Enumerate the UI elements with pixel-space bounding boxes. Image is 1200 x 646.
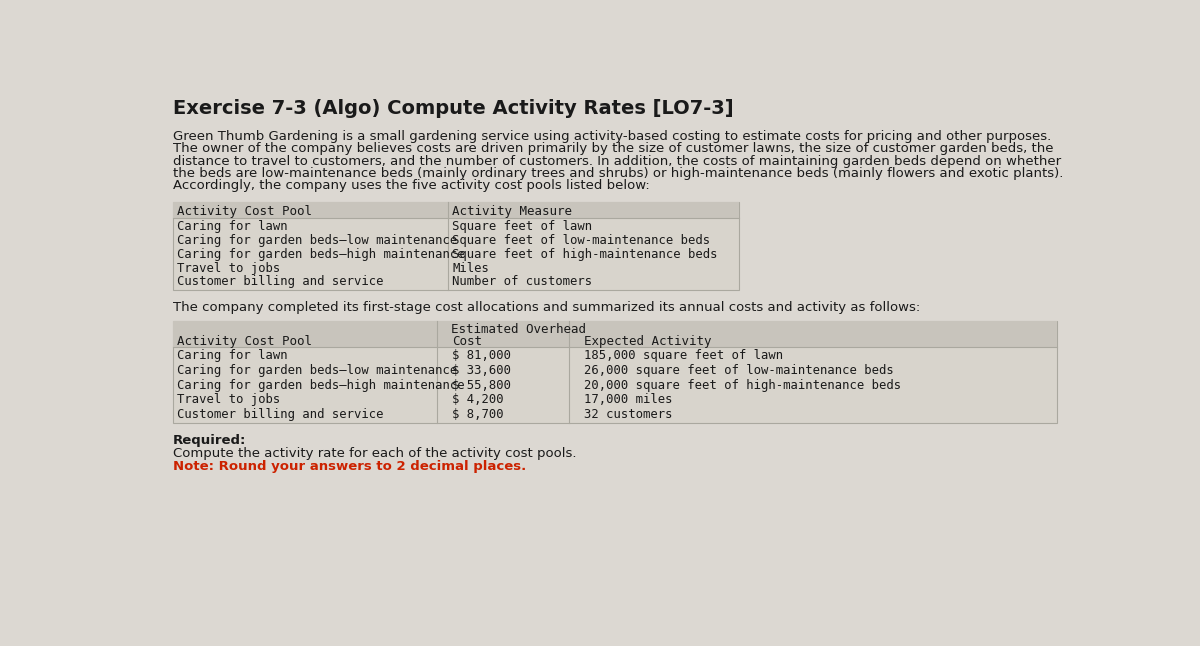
Text: Activity Cost Pool: Activity Cost Pool — [178, 335, 312, 348]
Bar — [173, 321, 1057, 423]
Text: Miles: Miles — [452, 262, 490, 275]
Text: Accordingly, the company uses the five activity cost pools listed below:: Accordingly, the company uses the five a… — [173, 179, 650, 192]
Text: Estimated Overhead: Estimated Overhead — [451, 323, 586, 336]
Text: Customer billing and service: Customer billing and service — [178, 275, 384, 288]
Text: $ 4,200: $ 4,200 — [452, 393, 504, 406]
Text: Caring for garden beds–low maintenance: Caring for garden beds–low maintenance — [178, 234, 457, 247]
Bar — [173, 202, 739, 290]
Text: Caring for lawn: Caring for lawn — [178, 220, 288, 233]
Text: 20,000 square feet of high-maintenance beds: 20,000 square feet of high-maintenance b… — [584, 379, 901, 391]
Text: Exercise 7-3 (Algo) Compute Activity Rates [LO7-3]: Exercise 7-3 (Algo) Compute Activity Rat… — [173, 99, 734, 118]
Text: 26,000 square feet of low-maintenance beds: 26,000 square feet of low-maintenance be… — [584, 364, 894, 377]
Text: Compute the activity rate for each of the activity cost pools.: Compute the activity rate for each of th… — [173, 447, 577, 460]
Text: The owner of the company believes costs are driven primarily by the size of cust: The owner of the company believes costs … — [173, 142, 1054, 155]
Text: 32 customers: 32 customers — [584, 408, 672, 421]
Text: 17,000 miles: 17,000 miles — [584, 393, 672, 406]
Text: 185,000 square feet of lawn: 185,000 square feet of lawn — [584, 349, 784, 362]
Text: $ 33,600: $ 33,600 — [452, 364, 511, 377]
Text: Activity Measure: Activity Measure — [452, 205, 572, 218]
Text: Square feet of high-maintenance beds: Square feet of high-maintenance beds — [452, 247, 718, 261]
Text: The company completed its first-stage cost allocations and summarized its annual: The company completed its first-stage co… — [173, 301, 920, 314]
Text: Green Thumb Gardening is a small gardening service using activity-based costing : Green Thumb Gardening is a small gardeni… — [173, 130, 1051, 143]
Text: Required:: Required: — [173, 434, 247, 447]
Text: Square feet of lawn: Square feet of lawn — [452, 220, 593, 233]
Text: Square feet of low-maintenance beds: Square feet of low-maintenance beds — [452, 234, 710, 247]
Text: Caring for garden beds–high maintenance: Caring for garden beds–high maintenance — [178, 247, 464, 261]
Text: the beds are low-maintenance beds (mainly ordinary trees and shrubs) or high-mai: the beds are low-maintenance beds (mainl… — [173, 167, 1063, 180]
Text: $ 81,000: $ 81,000 — [452, 349, 511, 362]
Text: Number of customers: Number of customers — [452, 275, 593, 288]
Text: $ 55,800: $ 55,800 — [452, 379, 511, 391]
Text: Travel to jobs: Travel to jobs — [178, 262, 281, 275]
Text: Caring for garden beds–low maintenance: Caring for garden beds–low maintenance — [178, 364, 457, 377]
Text: Note: Round your answers to 2 decimal places.: Note: Round your answers to 2 decimal pl… — [173, 460, 527, 474]
Bar — [173, 321, 1057, 347]
Text: distance to travel to customers, and the number of customers. In addition, the c: distance to travel to customers, and the… — [173, 154, 1061, 167]
Text: Activity Cost Pool: Activity Cost Pool — [178, 205, 312, 218]
Text: Customer billing and service: Customer billing and service — [178, 408, 384, 421]
Text: Caring for garden beds–high maintenance: Caring for garden beds–high maintenance — [178, 379, 464, 391]
Text: Expected Activity: Expected Activity — [584, 335, 712, 348]
Text: Travel to jobs: Travel to jobs — [178, 393, 281, 406]
Bar — [173, 202, 739, 218]
Text: Caring for lawn: Caring for lawn — [178, 349, 288, 362]
Text: $ 8,700: $ 8,700 — [452, 408, 504, 421]
Text: Cost: Cost — [452, 335, 482, 348]
